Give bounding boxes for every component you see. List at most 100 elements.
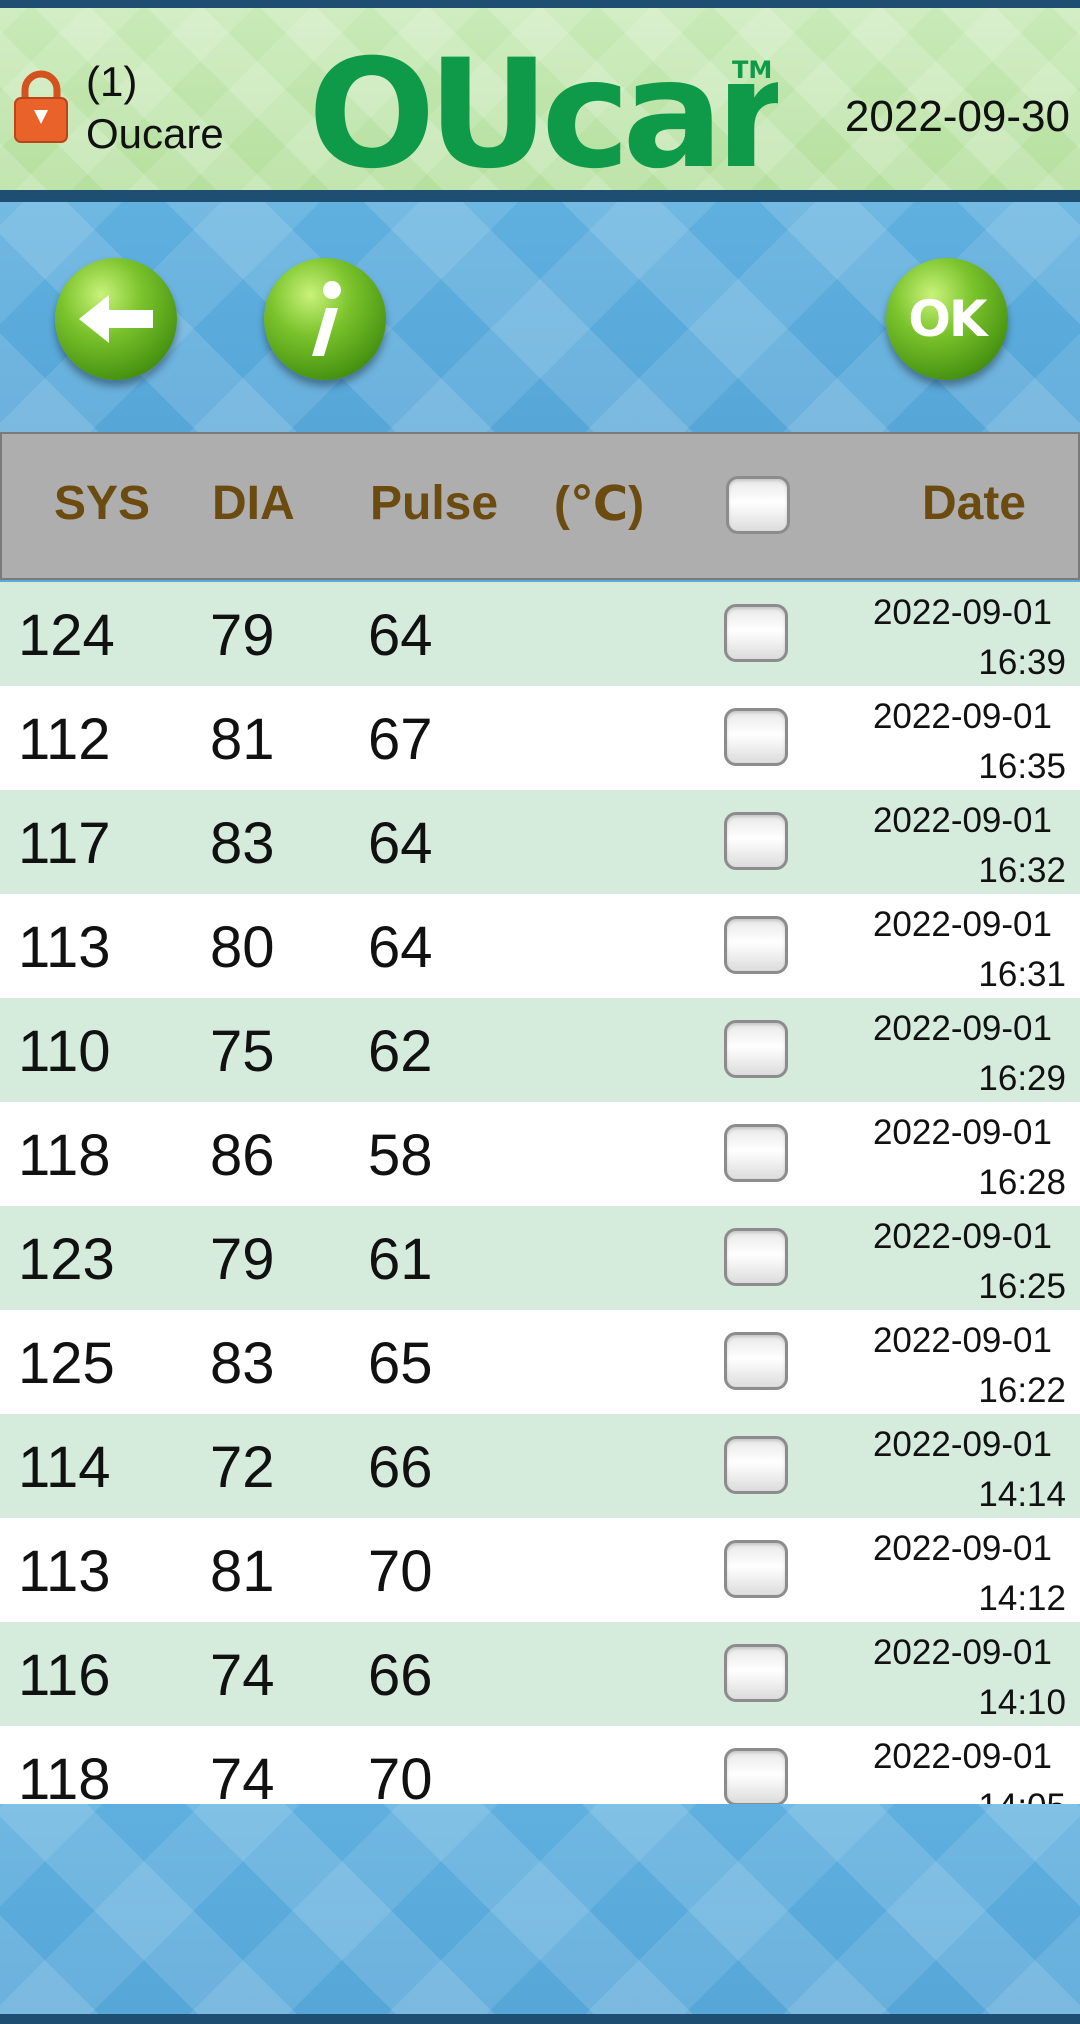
row-date: 2022-09-01 [872,1425,1052,1464]
row-time: 14:12 [978,1579,1066,1618]
ok-button[interactable]: OK [886,258,1008,380]
row-checkbox[interactable] [724,604,788,662]
dia-value: 80 [210,915,275,980]
sys-value: 125 [18,1331,115,1396]
row-checkbox[interactable] [724,1228,788,1286]
row-time: 16:22 [978,1371,1066,1410]
row-checkbox[interactable] [724,1540,788,1598]
row-checkbox-wrapper [724,1644,788,1702]
row-checkbox[interactable] [724,1644,788,1702]
sys-value: 118 [18,1123,111,1188]
row-date: 2022-09-01 [872,1113,1052,1152]
table-row[interactable]: 118 74 70 2022-09-01 14:05 [0,1726,1080,1804]
row-time: 14:14 [978,1475,1066,1514]
sys-value: 112 [18,707,111,772]
table-row[interactable]: 113 81 70 2022-09-01 14:12 [0,1518,1080,1622]
pulse-value: 70 [368,1539,433,1604]
row-checkbox[interactable] [724,1436,788,1494]
row-checkbox-wrapper [724,1748,788,1804]
row-checkbox[interactable] [724,916,788,974]
row-datetime: 2022-09-01 16:39 [873,588,1066,688]
row-checkbox-wrapper [724,1540,788,1598]
sys-value: 113 [18,915,111,980]
pulse-value: 65 [368,1331,433,1396]
toolbar: OK [0,202,1080,432]
row-time: 14:10 [978,1683,1066,1722]
ok-label: OK [908,290,987,348]
row-checkbox[interactable] [724,1124,788,1182]
sys-value: 114 [18,1435,111,1500]
pulse-value: 67 [368,707,433,772]
row-date: 2022-09-01 [872,905,1052,944]
row-datetime: 2022-09-01 16:22 [873,1316,1066,1416]
dia-value: 81 [210,1539,275,1604]
row-date: 2022-09-01 [872,1633,1052,1672]
pulse-value: 70 [368,1747,433,1805]
sys-value: 110 [18,1019,111,1084]
sys-value: 118 [18,1747,111,1805]
table-row[interactable]: 118 86 58 2022-09-01 16:28 [0,1102,1080,1206]
row-time: 16:28 [978,1163,1066,1202]
table-row[interactable]: 110 75 62 2022-09-01 16:29 [0,998,1080,1102]
row-date: 2022-09-01 [872,1217,1052,1256]
row-checkbox-wrapper [724,1020,788,1078]
column-header-date: Date [921,477,1026,530]
row-checkbox-wrapper [724,1228,788,1286]
pulse-value: 64 [368,915,433,980]
dia-value: 83 [210,811,275,876]
row-time: 16:31 [978,955,1066,994]
row-datetime: 2022-09-01 16:25 [873,1212,1066,1312]
row-date: 2022-09-01 [872,1321,1052,1360]
dia-value: 83 [210,1331,275,1396]
table-row[interactable]: 117 83 64 2022-09-01 16:32 [0,790,1080,894]
row-datetime: 2022-09-01 14:10 [873,1628,1066,1728]
back-button[interactable] [55,258,177,380]
row-datetime: 2022-09-01 14:05 [873,1732,1066,1804]
table-row[interactable]: 116 74 66 2022-09-01 14:10 [0,1622,1080,1726]
row-checkbox[interactable] [724,1748,788,1804]
dia-value: 79 [210,603,275,668]
column-header-sys: SYS [54,477,151,530]
column-header-dia: DIA [212,477,295,530]
bottom-divider [0,2014,1080,2024]
row-checkbox[interactable] [724,812,788,870]
arrow-left-icon [79,295,153,343]
dia-value: 72 [210,1435,275,1500]
row-time: 16:39 [978,643,1066,682]
row-checkbox[interactable] [724,1332,788,1390]
select-all-checkbox-wrapper [726,476,790,534]
table-row[interactable]: 124 79 64 2022-09-01 16:39 [0,582,1080,686]
sys-value: 116 [18,1643,111,1708]
pulse-value: 61 [368,1227,433,1292]
table-row[interactable]: 112 81 67 2022-09-01 16:35 [0,686,1080,790]
table-row[interactable]: 125 83 65 2022-09-01 16:22 [0,1310,1080,1414]
row-time: 16:35 [978,747,1066,786]
dia-value: 86 [210,1123,275,1188]
table-row[interactable]: 113 80 64 2022-09-01 16:31 [0,894,1080,998]
dia-value: 74 [210,1643,275,1708]
row-datetime: 2022-09-01 16:28 [873,1108,1066,1208]
row-time: 16:25 [978,1267,1066,1306]
row-checkbox-wrapper [724,1332,788,1390]
row-checkbox[interactable] [724,708,788,766]
logo-text: OUcare [308,48,778,178]
select-all-checkbox[interactable] [726,476,790,534]
row-checkbox-wrapper [724,1436,788,1494]
table-row[interactable]: 114 72 66 2022-09-01 14:14 [0,1414,1080,1518]
dia-value: 74 [210,1747,275,1805]
measurement-list[interactable]: 124 79 64 2022-09-01 16:39 112 81 67 202… [0,582,1080,1804]
row-date: 2022-09-01 [872,1529,1052,1568]
lock-icon[interactable] [12,68,70,144]
info-button[interactable] [264,258,386,380]
header-divider [0,190,1080,202]
row-date: 2022-09-01 [872,1737,1052,1776]
pulse-value: 66 [368,1643,433,1708]
row-checkbox[interactable] [724,1020,788,1078]
pulse-value: 64 [368,603,433,668]
row-datetime: 2022-09-01 14:14 [873,1420,1066,1520]
row-checkbox-wrapper [724,708,788,766]
column-header-temperature: (℃) [554,478,645,531]
table-row[interactable]: 123 79 61 2022-09-01 16:25 [0,1206,1080,1310]
pulse-value: 62 [368,1019,433,1084]
row-time: 16:32 [978,851,1066,890]
